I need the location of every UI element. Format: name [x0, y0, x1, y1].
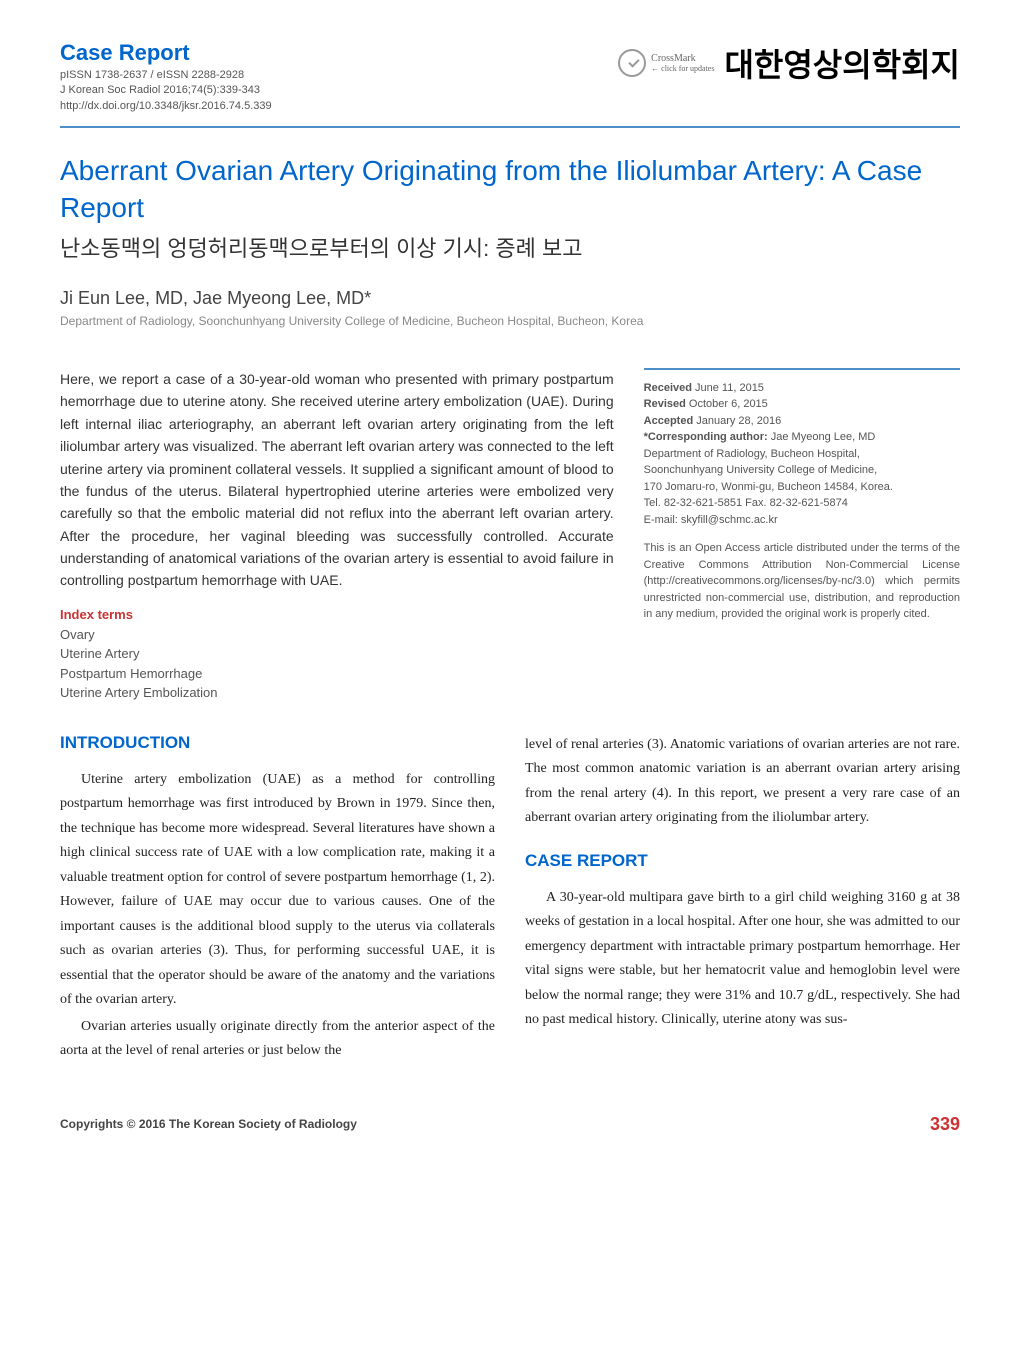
page-number: 339 — [930, 1114, 960, 1135]
case-report-label: Case Report — [60, 40, 618, 66]
header-right: CrossMark ← click for updates 대한영상의학회지 — [618, 40, 960, 86]
index-term: Uterine Artery — [60, 644, 614, 664]
intro-paragraph-cont: level of renal arteries (3). Anatomic va… — [525, 733, 960, 831]
divider — [60, 126, 960, 128]
issn-line: pISSN 1738-2637 / eISSN 2288-2928 — [60, 68, 618, 83]
crossmark-sublabel: ← click for updates — [651, 64, 714, 73]
abstract-left: Here, we report a case of a 30-year-old … — [60, 368, 614, 703]
index-terms-label: Index terms — [60, 607, 614, 622]
accepted-date: January 28, 2016 — [696, 415, 781, 427]
journal-citation: J Korean Soc Radiol 2016;74(5):339-343 — [60, 83, 618, 98]
abstract-section: Here, we report a case of a 30-year-old … — [60, 368, 960, 703]
received-date: June 11, 2015 — [695, 382, 764, 394]
header-left: Case Report pISSN 1738-2637 / eISSN 2288… — [60, 40, 618, 114]
case-paragraph: A 30-year-old multipara gave birth to a … — [525, 886, 960, 1033]
corresponding-label: *Corresponding author: — [644, 431, 768, 443]
corresponding-addr: Department of Radiology, Bucheon Hospita… — [644, 446, 960, 463]
article-title-korean: 난소동맥의 엉덩허리동맥으로부터의 이상 기시: 증례 보고 — [60, 231, 960, 263]
index-term: Uterine Artery Embolization — [60, 683, 614, 703]
index-term: Ovary — [60, 625, 614, 645]
corresponding-email: E-mail: skyfill@schmc.ac.kr — [644, 512, 960, 529]
authors: Ji Eun Lee, MD, Jae Myeong Lee, MD* — [60, 288, 960, 309]
copyright-text: Copyrights © 2016 The Korean Society of … — [60, 1117, 357, 1131]
revised-date: October 6, 2015 — [689, 398, 768, 410]
crossmark-icon — [618, 49, 646, 77]
right-column: level of renal arteries (3). Anatomic va… — [525, 733, 960, 1064]
crossmark-label: CrossMark — [651, 53, 714, 64]
page-footer: Copyrights © 2016 The Korean Society of … — [60, 1114, 960, 1135]
index-terms-list: Ovary Uterine Artery Postpartum Hemorrha… — [60, 625, 614, 703]
article-metadata: Received June 11, 2015 Revised October 6… — [644, 368, 960, 703]
introduction-heading: INTRODUCTION — [60, 733, 495, 753]
corresponding-addr: 170 Jomaru-ro, Wonmi-gu, Bucheon 14584, … — [644, 479, 960, 496]
corresponding-name: Jae Myeong Lee, MD — [771, 431, 876, 443]
issn-info: pISSN 1738-2637 / eISSN 2288-2928 J Kore… — [60, 68, 618, 114]
author-affiliation: Department of Radiology, Soonchunhyang U… — [60, 314, 960, 328]
crossmark-badge[interactable]: CrossMark ← click for updates — [618, 49, 714, 77]
revised-label: Revised — [644, 398, 686, 410]
page-header: Case Report pISSN 1738-2637 / eISSN 2288… — [60, 40, 960, 114]
license-text: This is an Open Access article distribut… — [644, 540, 960, 623]
case-report-heading: CASE REPORT — [525, 851, 960, 871]
article-title-english: Aberrant Ovarian Artery Originating from… — [60, 153, 960, 226]
meta-dates: Received June 11, 2015 Revised October 6… — [644, 380, 960, 529]
corresponding-addr: Soonchunhyang University College of Medi… — [644, 462, 960, 479]
index-term: Postpartum Hemorrhage — [60, 664, 614, 684]
body-columns: INTRODUCTION Uterine artery embolization… — [60, 733, 960, 1064]
intro-paragraph: Uterine artery embolization (UAE) as a m… — [60, 768, 495, 1013]
accepted-label: Accepted — [644, 415, 694, 427]
corresponding-tel: Tel. 82-32-621-5851 Fax. 82-32-621-5874 — [644, 495, 960, 512]
journal-title-korean: 대한영상의학회지 — [724, 40, 960, 86]
left-column: INTRODUCTION Uterine artery embolization… — [60, 733, 495, 1064]
intro-paragraph: Ovarian arteries usually originate direc… — [60, 1015, 495, 1064]
received-label: Received — [644, 382, 692, 394]
doi-link[interactable]: http://dx.doi.org/10.3348/jksr.2016.74.5… — [60, 99, 618, 114]
abstract-text: Here, we report a case of a 30-year-old … — [60, 368, 614, 592]
